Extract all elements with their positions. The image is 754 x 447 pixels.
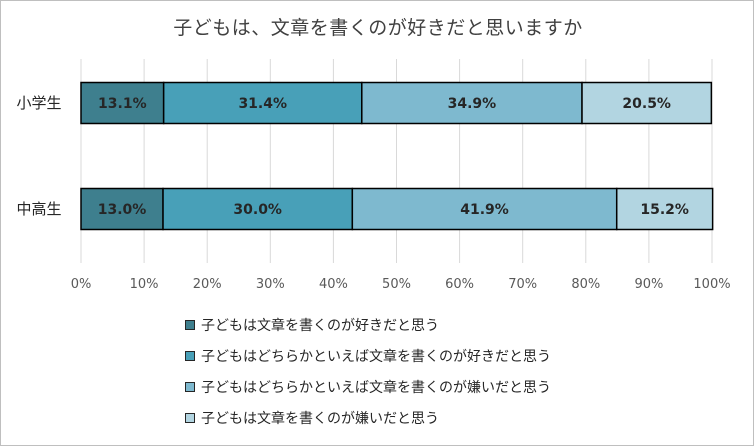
data-label: 20.5% (622, 96, 671, 112)
x-tick-label: 60% (445, 277, 474, 292)
x-tick-label: 100% (693, 277, 730, 292)
x-tick-label: 80% (571, 277, 600, 292)
bar-segment (162, 81, 363, 125)
data-label: 34.9% (448, 96, 497, 112)
data-label: 31.4% (238, 96, 287, 112)
legend-swatch (185, 350, 195, 361)
legend: 子どもは文章を書くのが好きだと思う子どもはどちらかといえば文章を書くのが好きだと… (185, 309, 551, 433)
legend-item: 子どもは文章を書くのが嫌いだと思う (185, 402, 551, 433)
x-tick-label: 40% (319, 277, 348, 292)
category-label: 小学生 (16, 94, 61, 112)
x-tick-label: 20% (193, 277, 222, 292)
data-label: 15.2% (640, 202, 689, 218)
category-label: 中高生 (16, 200, 61, 218)
labels: 0% 10% 20% 30% 40% 50% 60% 70% 80% 90% 100% 小学生 13.1… (16, 94, 730, 292)
bar-segment (80, 81, 165, 125)
bar-segment (351, 187, 618, 231)
legend-item: 子どもはどちらかといえば文章を書くのが嫌いだと思う (185, 371, 551, 402)
legend-swatch (185, 412, 195, 423)
legend-item: 子どもはどちらかといえば文章を書くのが好きだと思う (185, 340, 551, 371)
legend-label: 子どもは文章を書くのが好きだと思う (201, 317, 439, 334)
chart-title: 子どもは、文章を書くのが好きだと思いますか (173, 17, 583, 39)
data-label: 41.9% (460, 202, 509, 218)
legend-item: 子どもは文章を書くのが好きだと思う (185, 309, 551, 340)
legend-label: 子どもはどちらかといえば文章を書くのが好きだと思う (201, 348, 551, 365)
x-tick-label: 0% (71, 277, 92, 292)
bar-segment (581, 81, 713, 125)
x-tick-label: 90% (634, 277, 663, 292)
legend-label: 子どもは文章を書くのが嫌いだと思う (201, 410, 439, 427)
x-tick-label: 30% (256, 277, 285, 292)
data-label: 13.1% (98, 96, 147, 112)
data-label: 13.0% (98, 202, 147, 218)
legend-label: 子どもはどちらかといえば文章を書くのが嫌いだと思う (201, 379, 551, 396)
x-tick-label: 10% (130, 277, 159, 292)
x-tick-label: 70% (508, 277, 537, 292)
bars (80, 81, 714, 231)
legend-swatch (185, 381, 195, 392)
bar-segment (615, 187, 714, 231)
data-label: 30.0% (233, 202, 282, 218)
x-tick-label: 50% (382, 277, 411, 292)
legend-swatch (185, 319, 195, 330)
